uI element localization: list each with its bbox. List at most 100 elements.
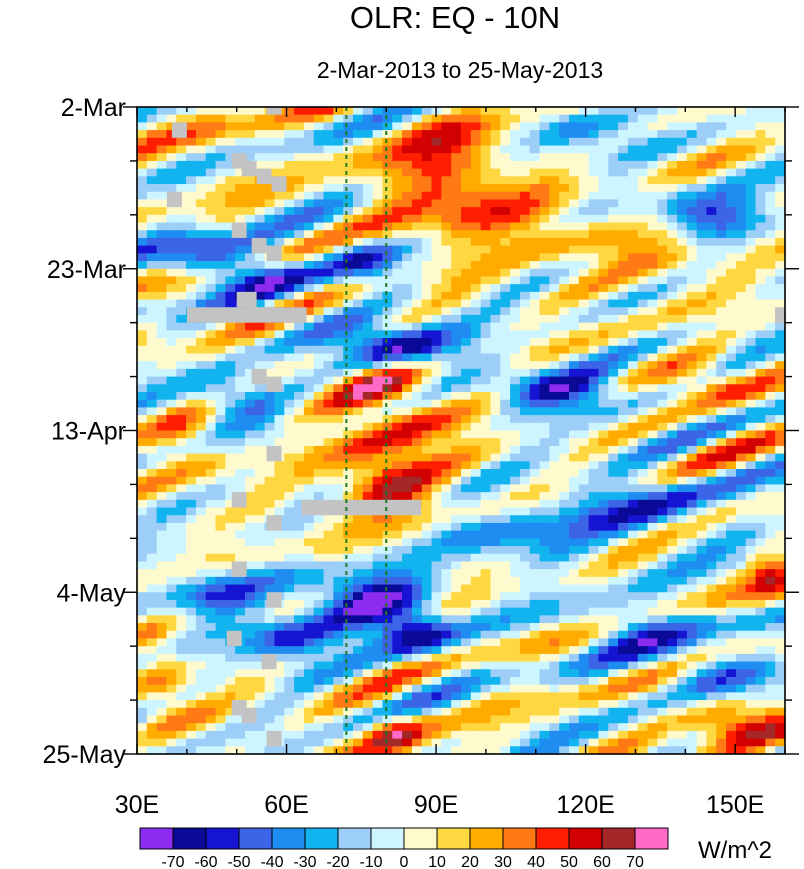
heatmap-cell xyxy=(362,384,374,393)
heatmap-cell xyxy=(745,361,757,370)
heatmap-cell xyxy=(313,191,325,201)
heatmap-cell xyxy=(696,291,708,301)
heatmap-cell xyxy=(549,145,560,154)
heatmap-cell xyxy=(343,376,354,385)
heatmap-cell xyxy=(470,253,482,262)
heatmap-cell xyxy=(215,553,226,563)
heatmap-cell xyxy=(294,684,305,693)
heatmap-cell xyxy=(657,469,668,478)
heatmap-cell xyxy=(303,623,315,632)
heatmap-cell xyxy=(529,484,541,493)
heatmap-cell xyxy=(618,368,629,378)
heatmap-cell xyxy=(735,630,747,640)
heatmap-cell xyxy=(392,515,403,524)
heatmap-cell xyxy=(451,538,462,547)
heatmap-cell xyxy=(431,314,442,324)
heatmap-cell xyxy=(627,168,639,177)
heatmap-cell xyxy=(441,599,452,609)
heatmap-cell xyxy=(323,184,334,193)
heatmap-cell xyxy=(696,284,708,293)
heatmap-cell xyxy=(392,284,403,293)
heatmap-cell xyxy=(451,492,462,501)
heatmap-cell xyxy=(735,168,747,177)
heatmap-cell xyxy=(519,268,531,278)
heatmap-cell xyxy=(303,669,315,678)
heatmap-cell xyxy=(137,114,148,123)
heatmap-cell xyxy=(765,430,776,439)
heatmap-cell xyxy=(569,214,580,224)
heatmap-cell xyxy=(264,276,276,285)
heatmap-cell xyxy=(441,515,452,524)
heatmap-cell xyxy=(775,422,786,432)
heatmap-cell xyxy=(726,661,737,670)
heatmap-cell xyxy=(716,338,727,347)
heatmap-cell xyxy=(559,584,570,593)
heatmap-cell xyxy=(490,669,501,678)
heatmap-cell xyxy=(726,268,737,278)
heatmap-cell xyxy=(500,214,511,224)
heatmap-cell xyxy=(745,445,757,455)
heatmap-cell xyxy=(137,368,148,378)
heatmap-cell xyxy=(411,522,423,532)
heatmap-cell xyxy=(470,130,482,139)
heatmap-cell xyxy=(215,522,226,532)
heatmap-cell xyxy=(559,114,570,123)
heatmap-cell xyxy=(667,546,678,555)
heatmap-cell xyxy=(529,476,541,486)
heatmap-cell xyxy=(441,415,452,424)
heatmap-cell xyxy=(372,199,384,208)
heatmap-cell xyxy=(254,661,266,670)
heatmap-cell xyxy=(235,653,246,663)
heatmap-cell xyxy=(294,515,305,524)
heatmap-cell xyxy=(539,368,550,378)
heatmap-cell xyxy=(578,399,590,408)
heatmap-cell xyxy=(686,584,698,593)
heatmap-cell xyxy=(362,253,374,262)
heatmap-cell xyxy=(529,522,541,532)
heatmap-cell xyxy=(284,207,295,216)
heatmap-cell xyxy=(166,153,177,162)
heatmap-cell xyxy=(166,160,177,170)
heatmap-cell xyxy=(284,676,295,686)
heatmap-cell xyxy=(775,430,786,439)
heatmap-cell xyxy=(323,122,334,131)
heatmap-cell xyxy=(735,314,747,324)
heatmap-cell xyxy=(176,576,187,586)
heatmap-cell xyxy=(323,630,334,640)
heatmap-cell xyxy=(441,237,452,247)
heatmap-cell xyxy=(726,276,737,285)
heatmap-cell xyxy=(549,284,560,293)
heatmap-cell xyxy=(392,599,403,609)
heatmap-cell xyxy=(608,646,619,655)
heatmap-cell xyxy=(264,553,276,563)
heatmap-cell xyxy=(353,461,364,470)
heatmap-cell xyxy=(146,307,158,316)
heatmap-cell xyxy=(421,476,433,486)
heatmap-cell xyxy=(176,284,187,293)
heatmap-cell xyxy=(726,168,737,177)
heatmap-cell xyxy=(421,461,433,470)
heatmap-cell xyxy=(372,484,384,493)
heatmap-cell xyxy=(235,330,246,339)
heatmap-cell xyxy=(578,191,590,201)
heatmap-cell xyxy=(186,122,197,131)
heatmap-cell xyxy=(745,322,757,331)
heatmap-cell xyxy=(578,284,590,293)
heatmap-cell xyxy=(333,338,344,347)
heatmap-cell xyxy=(519,253,531,262)
heatmap-cell xyxy=(696,391,708,401)
heatmap-cell xyxy=(421,284,433,293)
heatmap-cell xyxy=(343,492,354,501)
heatmap-cell xyxy=(402,361,413,370)
heatmap-cell xyxy=(176,261,187,270)
heatmap-cell xyxy=(353,584,364,593)
heatmap-cell xyxy=(696,122,708,131)
heatmap-cell xyxy=(215,492,226,501)
heatmap-cell xyxy=(588,553,600,563)
heatmap-cell xyxy=(637,438,649,447)
heatmap-cell xyxy=(382,107,393,116)
heatmap-cell xyxy=(510,646,521,655)
heatmap-cell xyxy=(667,476,678,486)
heatmap-cell xyxy=(205,137,217,147)
heatmap-cell xyxy=(588,584,600,593)
